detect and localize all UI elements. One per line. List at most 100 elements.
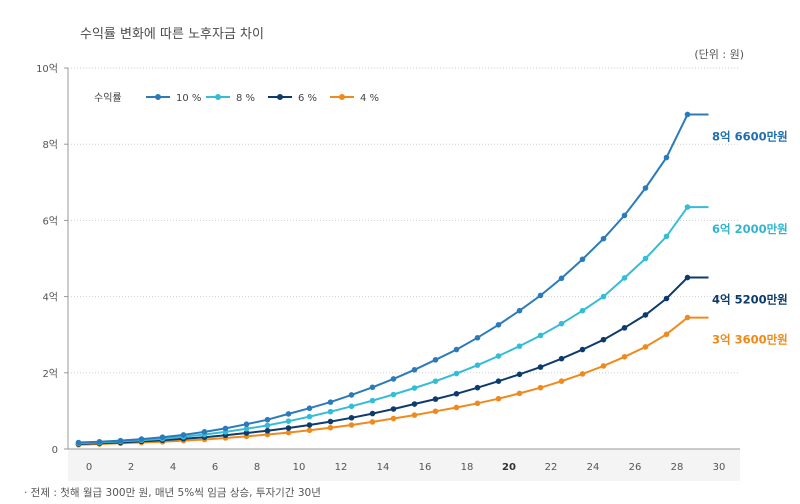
data-point	[663, 295, 670, 302]
x-tick-label: 16	[419, 462, 432, 473]
data-point	[75, 439, 82, 446]
data-point	[600, 336, 607, 343]
data-point	[663, 154, 670, 161]
x-tick-label: 26	[629, 462, 642, 473]
data-point	[474, 384, 481, 391]
data-point	[684, 314, 691, 321]
data-point	[285, 429, 292, 436]
legend-item: 8 %	[206, 93, 255, 104]
data-point	[432, 357, 439, 363]
data-point	[348, 392, 355, 398]
data-point	[558, 320, 565, 327]
data-point	[516, 307, 523, 314]
data-point	[642, 312, 649, 318]
data-point	[327, 424, 334, 431]
data-point	[390, 376, 397, 382]
data-point	[243, 426, 250, 432]
data-point	[579, 307, 586, 314]
x-tick-label: 24	[587, 462, 600, 473]
data-point	[138, 436, 145, 442]
y-tick-label: 6억	[42, 215, 58, 227]
legend: 수익률 10 % 8 % 6 % 4 %	[94, 92, 379, 104]
data-point	[306, 413, 313, 420]
data-point	[432, 396, 439, 402]
data-point	[600, 293, 607, 300]
x-tick-label: 8	[254, 462, 260, 473]
data-point	[558, 355, 565, 362]
x-tick-label: 4	[170, 462, 176, 473]
data-point	[642, 344, 649, 350]
data-point	[264, 422, 271, 429]
x-tick-label: 14	[377, 462, 390, 473]
data-point	[579, 371, 586, 377]
legend-label: 4 %	[360, 93, 379, 104]
legend-title: 수익률	[94, 92, 122, 104]
data-point	[579, 256, 586, 263]
data-point	[516, 343, 523, 349]
data-point	[684, 274, 691, 281]
data-point	[579, 346, 586, 353]
x-tick-label: 22	[545, 462, 558, 473]
data-point	[348, 403, 355, 410]
data-point	[537, 384, 544, 391]
x-tick-label: 0	[86, 462, 92, 473]
y-tick-label: 0	[52, 445, 58, 456]
data-point	[327, 418, 334, 425]
x-tick-label: 28	[671, 462, 684, 473]
data-point	[495, 378, 502, 384]
data-point	[495, 353, 502, 359]
data-point	[201, 429, 208, 435]
data-point	[558, 378, 565, 384]
data-point	[96, 438, 103, 445]
data-point	[663, 233, 670, 240]
y-tick-label: 4억	[42, 292, 58, 304]
y-tick-label: 10억	[36, 63, 58, 75]
data-point	[348, 414, 355, 421]
x-tick-label: 10	[293, 462, 306, 473]
data-point	[453, 370, 460, 377]
x-axis-band	[68, 449, 740, 481]
data-point	[411, 412, 418, 418]
data-point	[453, 404, 460, 411]
data-point	[285, 425, 292, 431]
series-lines	[75, 111, 709, 448]
gridlines	[68, 67, 740, 374]
data-point	[243, 421, 250, 428]
end-label: 6억 2000만원	[712, 222, 788, 236]
data-point	[474, 400, 481, 407]
data-point	[600, 363, 607, 369]
data-point	[558, 275, 565, 282]
footnote: · 전제 : 첫해 월급 300만 원, 매년 5%씩 임금 상승, 투자기간 …	[24, 486, 321, 499]
data-point	[537, 292, 544, 299]
data-point	[327, 399, 334, 405]
data-point	[222, 425, 229, 432]
end-label: 4억 5200만원	[712, 293, 788, 307]
data-point	[684, 204, 691, 210]
data-point	[621, 212, 628, 219]
data-point	[474, 334, 481, 341]
data-point	[432, 378, 439, 384]
data-point	[390, 391, 397, 398]
data-point	[453, 346, 460, 353]
data-point	[537, 332, 544, 339]
data-point	[621, 325, 628, 331]
x-tick-label: 18	[461, 462, 474, 473]
data-point	[327, 408, 334, 415]
data-point	[264, 427, 271, 434]
data-point	[159, 434, 166, 440]
chart-title: 수익률 변화에 따른 노후자금 차이	[80, 27, 264, 42]
y-axis: 0 2억 4억 6억 8억 10억	[36, 63, 69, 456]
data-point	[684, 111, 691, 118]
data-point	[453, 390, 460, 397]
x-tick-label: 2	[128, 462, 134, 473]
data-point	[369, 384, 376, 391]
data-point	[390, 415, 397, 422]
data-point	[516, 371, 523, 378]
data-point	[306, 405, 313, 412]
data-point	[621, 275, 628, 281]
data-point	[369, 410, 376, 417]
data-point	[411, 401, 418, 407]
legend-label: 8 %	[236, 93, 255, 104]
data-point	[432, 408, 439, 415]
